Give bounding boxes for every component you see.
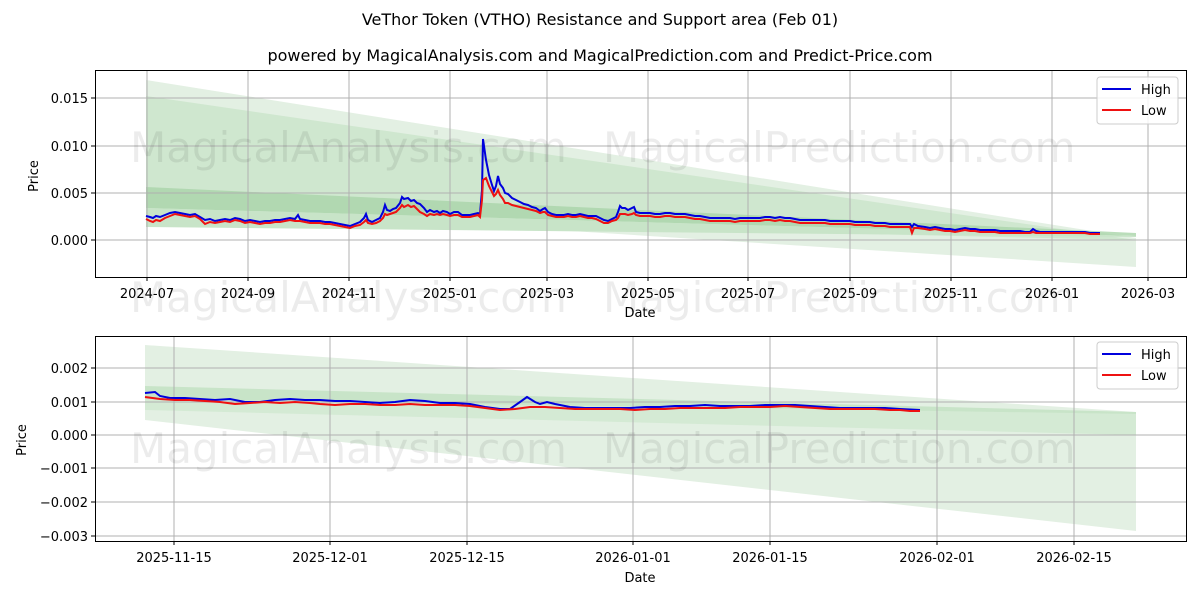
svg-text:0.005: 0.005 <box>51 187 88 202</box>
svg-text:2026-01: 2026-01 <box>1025 287 1079 302</box>
svg-text:2026-03: 2026-03 <box>1121 287 1175 302</box>
bottom-legend: High Low <box>1096 341 1179 390</box>
svg-text:0.015: 0.015 <box>51 92 88 107</box>
svg-text:0.010: 0.010 <box>51 140 88 155</box>
watermark-prediction-3: MagicalPrediction.com <box>603 424 1076 473</box>
bottom-low-line <box>144 396 920 412</box>
svg-text:2024-09: 2024-09 <box>221 287 275 302</box>
svg-text:2024-07: 2024-07 <box>120 287 174 302</box>
watermark-analysis: MagicalAnalysis.com <box>130 123 567 172</box>
top-high-line <box>145 138 1100 234</box>
svg-text:0.000: 0.000 <box>51 234 88 249</box>
bottom-x-axis: 2025-11-15 2025-12-01 2025-12-15 2026-01… <box>136 541 1112 566</box>
chart-subtitle: powered by MagicalAnalysis.com and Magic… <box>267 46 933 65</box>
svg-text:2025-12-01: 2025-12-01 <box>292 551 368 566</box>
watermark-prediction: MagicalPrediction.com <box>603 123 1076 172</box>
bottom-x-label: Date <box>624 571 655 586</box>
watermark-prediction-2: MagicalPrediction.com <box>603 273 1076 322</box>
svg-text:2026-01-15: 2026-01-15 <box>732 551 808 566</box>
svg-text:0.000: 0.000 <box>51 429 88 444</box>
svg-text:2025-07: 2025-07 <box>721 287 775 302</box>
watermark-analysis-3: MagicalAnalysis.com <box>130 424 567 473</box>
top-chart: MagicalAnalysis.com MagicalPrediction.co… <box>27 70 1187 322</box>
top-low-line <box>145 176 1100 236</box>
top-grid <box>95 70 1186 277</box>
svg-text:2025-01: 2025-01 <box>423 287 477 302</box>
top-axes-frame <box>95 70 1187 278</box>
svg-text:2026-02-01: 2026-02-01 <box>899 551 975 566</box>
legend-low-label: Low <box>1141 104 1167 119</box>
svg-text:2025-11: 2025-11 <box>924 287 978 302</box>
legend-high-label: High <box>1141 348 1171 363</box>
bottom-axes-frame <box>95 336 1187 542</box>
bottom-grid <box>95 336 1186 541</box>
svg-text:0.002: 0.002 <box>51 362 88 377</box>
svg-text:0.001: 0.001 <box>51 396 88 411</box>
svg-text:2025-05: 2025-05 <box>621 287 675 302</box>
top-y-axis: 0.015 0.010 0.005 0.000 <box>51 92 95 249</box>
legend-low-label: Low <box>1141 369 1167 384</box>
top-x-label: Date <box>624 306 655 321</box>
top-support-band <box>146 208 1136 237</box>
svg-text:−0.001: −0.001 <box>40 462 88 477</box>
svg-text:2026-02-15: 2026-02-15 <box>1036 551 1112 566</box>
svg-text:2025-12-15: 2025-12-15 <box>429 551 505 566</box>
svg-text:2025-03: 2025-03 <box>520 287 574 302</box>
chart-title: VeThor Token (VTHO) Resistance and Suppo… <box>361 10 839 29</box>
bottom-support-band <box>145 399 1136 435</box>
top-y-label: Price <box>27 160 42 192</box>
bottom-chart: MagicalAnalysis.com MagicalPrediction.co… <box>15 336 1187 586</box>
svg-text:2025-09: 2025-09 <box>823 287 877 302</box>
watermark-analysis-2: MagicalAnalysis.com <box>130 273 567 322</box>
legend-high-label: High <box>1141 83 1171 98</box>
bottom-y-label: Price <box>15 424 30 456</box>
bottom-y-axis: 0.002 0.001 0.000 −0.001 −0.002 −0.003 <box>40 362 95 545</box>
top-legend: High Low <box>1096 76 1179 125</box>
svg-text:2024-11: 2024-11 <box>322 287 376 302</box>
svg-text:−0.003: −0.003 <box>40 530 88 545</box>
svg-text:−0.002: −0.002 <box>40 496 88 511</box>
svg-text:2026-01-01: 2026-01-01 <box>595 551 671 566</box>
top-x-axis: 2024-07 2024-09 2024-11 2025-01 2025-03 … <box>120 277 1175 302</box>
svg-text:2025-11-15: 2025-11-15 <box>136 551 212 566</box>
bottom-outer-band <box>145 345 1136 531</box>
